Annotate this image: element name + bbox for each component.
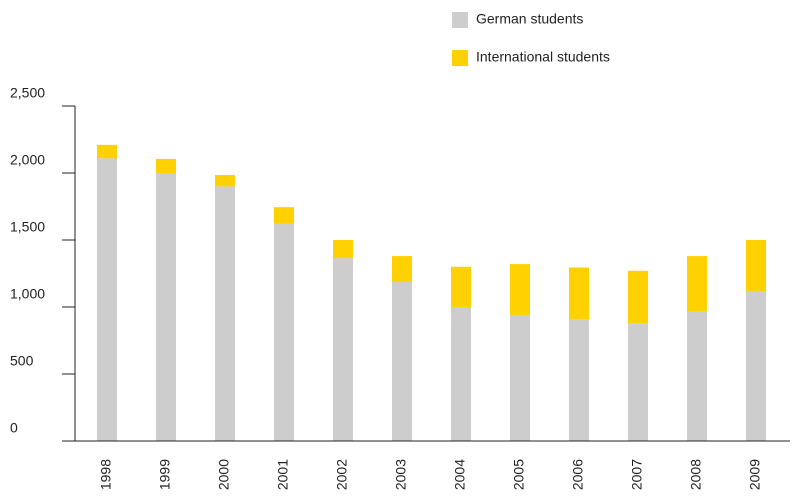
y-tick-label: 2,500 [10,85,45,101]
legend-swatch [452,12,468,28]
x-tick-label: 2003 [393,459,409,490]
bar-segment [156,158,176,173]
bar-segment [569,267,589,320]
bar-segment [451,266,471,307]
x-tick-label: 2002 [334,459,350,490]
x-tick-label: 1998 [98,459,114,490]
x-tick-label: 2004 [452,459,468,490]
bar-segment [510,315,530,441]
x-tick-label: 2000 [216,459,232,490]
bar-segment [569,319,589,441]
y-tick-label: 1,500 [10,219,45,235]
x-tick-label: 2007 [629,459,645,490]
bar-segment [628,270,648,324]
x-tick-label: 2005 [511,459,527,490]
y-tick-label: 2,000 [10,152,45,168]
x-tick-label: 2001 [275,459,291,490]
bar-segment [687,256,707,312]
bar-segment [451,307,471,441]
x-tick-label: 2009 [747,459,763,490]
bar-segment [510,264,530,316]
bar-segment [215,175,235,187]
y-tick-label: 500 [10,353,34,369]
bar-segment [746,240,766,291]
bar-segment [274,223,294,441]
legend-label: German students [476,11,583,27]
x-tick-label: 2006 [570,459,586,490]
bar-segment [97,144,117,159]
bar-segment [215,186,235,441]
bar-segment [156,173,176,441]
y-tick-label: 0 [10,420,18,436]
x-tick-label: 2008 [688,459,704,490]
bar-segment [392,256,412,282]
bar-segment [687,311,707,441]
bar-segment [746,290,766,441]
legend-label: International students [476,49,610,65]
bar-segment [333,258,353,441]
bar-segment [333,240,353,259]
y-tick-label: 1,000 [10,286,45,302]
x-tick-label: 1999 [157,459,173,490]
bar-segment [274,207,294,224]
legend-swatch [452,50,468,66]
bar-segment [97,158,117,441]
bar-segment [628,323,648,441]
bar-segment [392,281,412,441]
